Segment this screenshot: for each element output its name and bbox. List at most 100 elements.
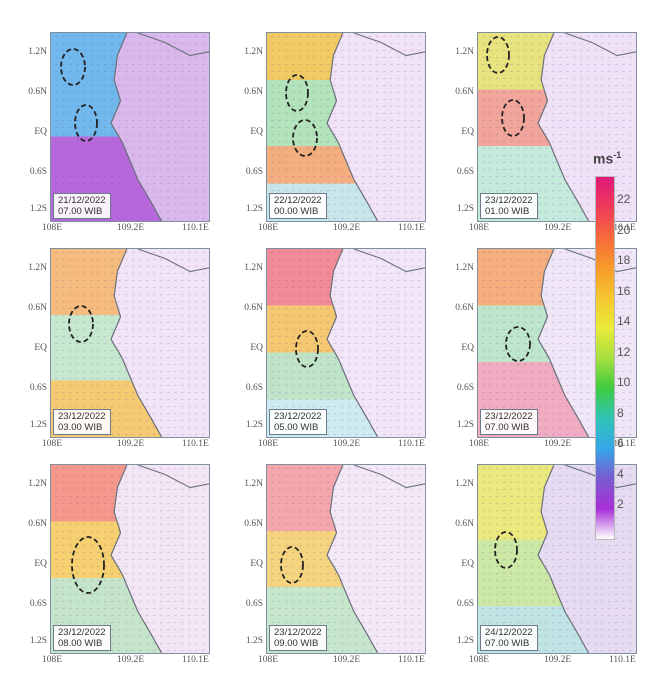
wind-vector-map: 23/12/2022 03.00 WIB (50, 248, 210, 438)
lon-tick-label: 110.1E (609, 655, 636, 665)
lat-tick-label: 1.2N (28, 263, 47, 273)
lat-tick-label: 1.2S (245, 204, 263, 214)
highlight-ellipse (486, 36, 510, 74)
lon-tick-label: 109.2E (333, 655, 361, 665)
wind-field-svg (51, 249, 209, 437)
wind-vector-map: 23/12/2022 01.00 WIB (477, 32, 637, 222)
highlight-ellipse (292, 119, 318, 157)
lon-tick-label: 108E (469, 439, 490, 449)
timestamp-date: 23/12/2022 (485, 411, 533, 422)
wind-vector-map: 23/12/2022 05.00 WIB (266, 248, 426, 438)
timestamp-label: 23/12/2022 03.00 WIB (53, 409, 111, 435)
colorbar-tick-label: 2 (617, 497, 624, 511)
highlight-ellipse (60, 48, 86, 86)
lat-tick-label: 1.2S (29, 420, 47, 430)
lat-tick-label: 0.6N (244, 519, 263, 529)
lon-tick-label: 108E (469, 223, 490, 233)
timestamp-time: 03.00 WIB (58, 422, 103, 433)
lat-tick-label: 0.6S (29, 599, 47, 609)
lat-tick-label: 0.6N (244, 87, 263, 97)
lat-tick-label: EQ (461, 559, 474, 569)
lat-tick-label: 1.2N (28, 479, 47, 489)
lon-tick-label: 108E (258, 439, 279, 449)
lon-tick-label: 109.2E (544, 223, 572, 233)
colorbar-tick-label: 14 (617, 314, 631, 328)
lat-tick-label: 0.6N (28, 303, 47, 313)
lon-tick-label: 108E (42, 223, 63, 233)
lat-tick-label: 0.6S (456, 167, 474, 177)
lat-tick-label: EQ (250, 559, 263, 569)
lat-tick-label: 0.6N (244, 303, 263, 313)
lat-tick-label: EQ (34, 127, 47, 137)
lat-tick-label: 1.2S (29, 204, 47, 214)
lon-tick-label: 108E (469, 655, 490, 665)
lat-tick-label: EQ (34, 343, 47, 353)
timestamp-time: 08.00 WIB (58, 638, 103, 649)
wind-field-svg (267, 33, 425, 221)
lat-tick-label: 0.6S (29, 167, 47, 177)
lat-tick-label: 0.6N (455, 87, 474, 97)
colorbar-tick-label: 20 (617, 222, 631, 237)
lat-tick-label: 1.2S (456, 204, 474, 214)
highlight-ellipse (505, 326, 531, 362)
lat-tick-label: 0.6S (245, 383, 263, 393)
lon-tick-label: 109.2E (117, 655, 145, 665)
lat-tick-label: 1.2N (244, 479, 263, 489)
lat-tick-label: 1.2N (455, 479, 474, 489)
lon-tick-label: 110.1E (609, 439, 636, 449)
timestamp-date: 23/12/2022 (274, 627, 322, 638)
lon-tick-label: 108E (258, 655, 279, 665)
lat-tick-label: 0.6S (456, 383, 474, 393)
lat-tick-label: 0.6N (455, 519, 474, 529)
wind-field-svg (478, 249, 636, 437)
timestamp-label: 21/12/2022 07.00 WIB (53, 193, 111, 219)
timestamp-time: 07.00 WIB (485, 638, 530, 649)
lat-tick-label: 1.2S (456, 636, 474, 646)
lat-tick-label: 0.6S (456, 599, 474, 609)
timestamp-date: 22/12/2022 (274, 195, 322, 206)
lon-tick-label: 109.2E (333, 223, 361, 233)
wind-field-svg (267, 249, 425, 437)
lat-tick-label: 1.2S (456, 420, 474, 430)
timestamp-date: 23/12/2022 (274, 411, 322, 422)
highlight-ellipse (494, 531, 518, 569)
lon-tick-label: 110.1E (398, 223, 425, 233)
lon-tick-label: 109.2E (117, 439, 145, 449)
colorbar-tick-label: 22 (617, 192, 631, 206)
lat-tick-label: 0.6S (29, 383, 47, 393)
lat-tick-label: 1.2N (244, 47, 263, 57)
highlight-ellipse (74, 104, 98, 142)
lon-tick-label: 108E (42, 439, 63, 449)
wind-vector-map: 21/12/2022 07.00 WIB (50, 32, 210, 222)
timestamp-time: 07.00 WIB (485, 422, 530, 433)
colorbar-tick-label: 4 (617, 466, 624, 481)
wind-vector-map: 23/12/2022 08.00 WIB (50, 464, 210, 654)
lon-tick-label: 109.2E (544, 439, 572, 449)
colorbar-tick-label: 8 (617, 405, 624, 420)
lon-tick-label: 109.2E (544, 655, 572, 665)
timestamp-time: 01.00 WIB (485, 206, 530, 217)
wind-field-svg (51, 33, 209, 221)
timestamp-label: 23/12/2022 05.00 WIB (269, 409, 327, 435)
lat-tick-label: 0.6N (28, 519, 47, 529)
lon-tick-label: 109.2E (333, 439, 361, 449)
lat-tick-label: 1.2N (455, 47, 474, 57)
lon-tick-label: 109.2E (117, 223, 145, 233)
highlight-ellipse (295, 330, 319, 368)
timestamp-date: 23/12/2022 (58, 411, 106, 422)
lat-tick-label: EQ (461, 127, 474, 137)
timestamp-label: 23/12/2022 01.00 WIB (480, 193, 538, 219)
timestamp-label: 23/12/2022 08.00 WIB (53, 625, 111, 651)
wind-vector-map: 22/12/2022 00.00 WIB (266, 32, 426, 222)
colorbar-tick-label: 18 (617, 253, 631, 267)
lon-tick-label: 110.1E (398, 655, 425, 665)
lat-tick-label: 1.2S (29, 636, 47, 646)
colorbar-tick-label: 10 (617, 375, 631, 389)
lon-tick-label: 110.1E (609, 223, 636, 233)
highlight-ellipse (71, 536, 105, 594)
lat-tick-label: 0.6S (245, 599, 263, 609)
lon-tick-label: 110.1E (398, 439, 425, 449)
lon-tick-label: 110.1E (182, 655, 209, 665)
timestamp-time: 05.00 WIB (274, 422, 319, 433)
lon-tick-label: 110.1E (182, 223, 209, 233)
